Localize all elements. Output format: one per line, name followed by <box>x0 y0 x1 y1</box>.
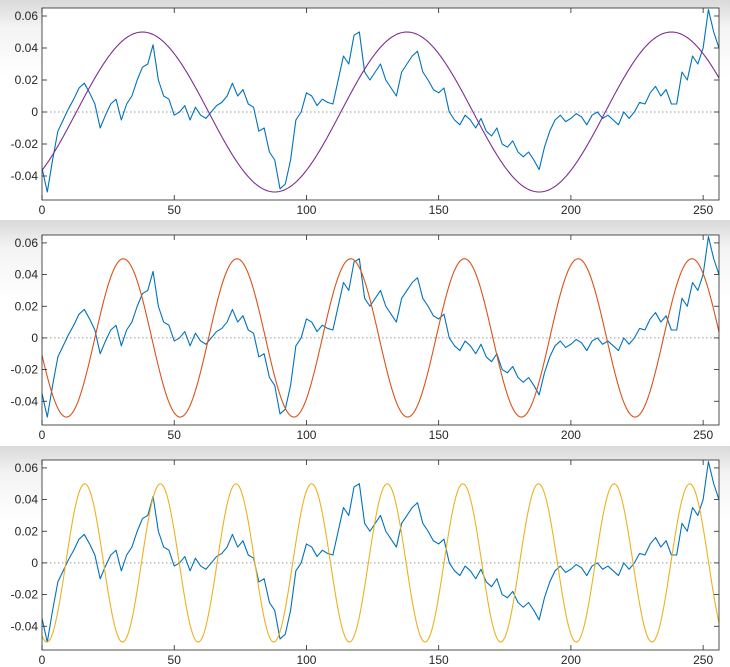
y-tick-label: -0.04 <box>11 169 39 183</box>
x-tick-label: 100 <box>296 653 316 667</box>
plot-area <box>42 461 719 643</box>
y-tick-label: 0 <box>31 105 38 119</box>
x-tick-label: 0 <box>39 428 46 442</box>
y-tick-label: 0.06 <box>15 9 39 23</box>
signal-series <box>42 9 719 193</box>
signal-series <box>42 236 719 418</box>
plot-area <box>42 236 719 418</box>
y-tick-label: 0.02 <box>15 73 39 87</box>
x-tick-label: 50 <box>168 653 182 667</box>
y-tick-label: 0.04 <box>15 493 39 507</box>
sine-reference-series <box>42 31 719 193</box>
x-tick-label: 250 <box>693 203 713 217</box>
sine-reference-series <box>42 483 719 643</box>
subplot-1: 0 50 100 150 200 250 -0.04 -0.02 0 0.02 0.04 0.06 <box>0 0 730 220</box>
y-tick-label: 0.04 <box>15 268 39 282</box>
subplot-2: 0 50 100 150 200 250 -0.04 -0.02 0 0.02 0.04 0.06 <box>0 220 730 446</box>
sine-reference-series <box>42 258 719 418</box>
y-tick-label: 0.06 <box>15 236 39 250</box>
y-tick-label: -0.04 <box>11 619 39 633</box>
x-tick-label: 50 <box>168 203 182 217</box>
signal-series <box>42 461 719 643</box>
plot-area <box>42 9 719 193</box>
x-tick-label: 150 <box>429 428 449 442</box>
x-tick-label: 200 <box>561 428 581 442</box>
y-tick-label: 0 <box>31 331 38 345</box>
x-tick-label: 250 <box>693 428 713 442</box>
y-tick-label: -0.04 <box>11 394 39 408</box>
axes-box <box>41 459 720 651</box>
x-tick-label: 150 <box>429 653 449 667</box>
x-tick-label: 100 <box>296 203 316 217</box>
x-tick-label: 150 <box>429 203 449 217</box>
axes-box <box>41 234 720 426</box>
y-tick-label: 0 <box>31 556 38 570</box>
y-tick-label: -0.02 <box>11 363 39 377</box>
axes-area <box>42 8 719 200</box>
axes-box <box>41 7 720 201</box>
x-tick-label: 250 <box>693 653 713 667</box>
y-tick-label: 0.04 <box>15 41 39 55</box>
x-tick-label: 100 <box>296 428 316 442</box>
y-tick-label: 0.06 <box>15 461 39 475</box>
y-tick-label: -0.02 <box>11 137 39 151</box>
x-tick-label: 200 <box>561 203 581 217</box>
axes-area <box>42 235 719 425</box>
x-tick-label: 0 <box>39 203 46 217</box>
x-tick-label: 200 <box>561 653 581 667</box>
axes-area <box>42 460 719 650</box>
x-tick-label: 50 <box>168 428 182 442</box>
y-tick-label: -0.02 <box>11 588 39 602</box>
y-tick-label: 0.02 <box>15 524 39 538</box>
subplot-3: 0 50 100 150 200 250 -0.04 -0.02 0 0.02 0.04 0.06 <box>0 446 730 667</box>
y-tick-label: 0.02 <box>15 299 39 313</box>
x-tick-label: 0 <box>39 653 46 667</box>
